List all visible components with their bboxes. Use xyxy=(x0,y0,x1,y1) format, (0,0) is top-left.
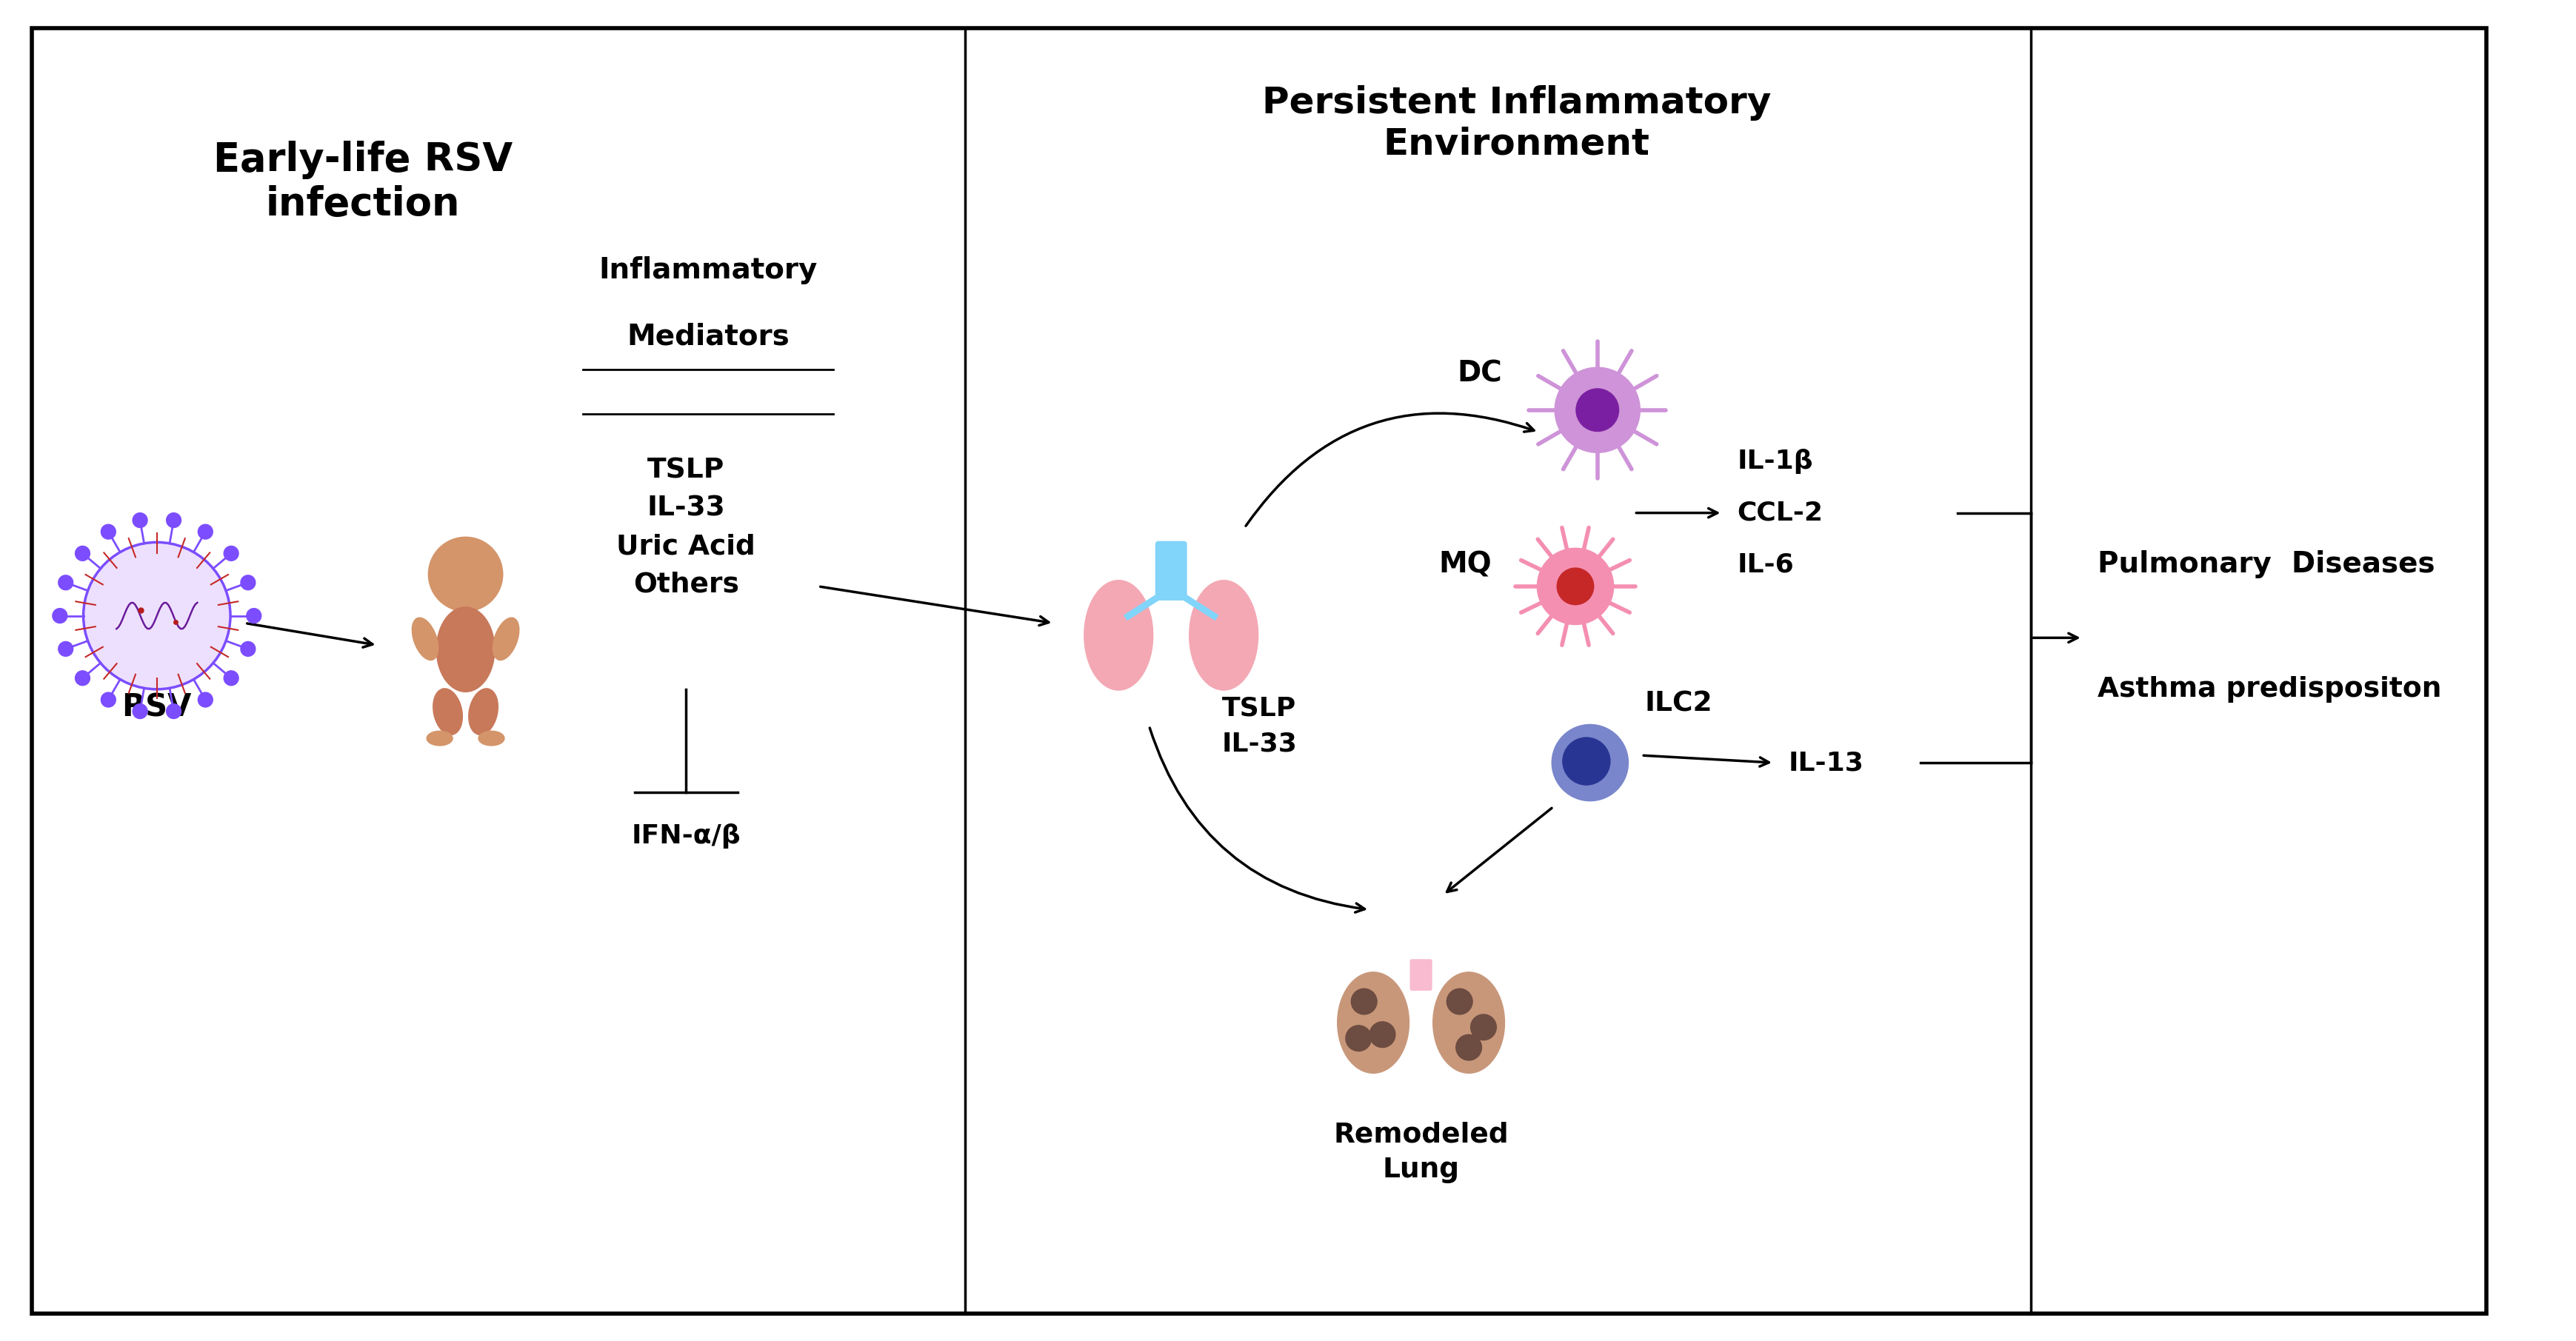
Circle shape xyxy=(75,670,90,685)
Circle shape xyxy=(1370,1022,1396,1047)
Text: TSLP
IL-33
Uric Acid
Others: TSLP IL-33 Uric Acid Others xyxy=(616,457,755,598)
Circle shape xyxy=(59,641,72,656)
Text: Early-life RSV
infection: Early-life RSV infection xyxy=(214,141,513,224)
Circle shape xyxy=(198,524,214,539)
Text: TSLP
IL-33: TSLP IL-33 xyxy=(1221,696,1298,756)
Text: Inflammatory: Inflammatory xyxy=(598,256,817,284)
Ellipse shape xyxy=(433,688,464,735)
Circle shape xyxy=(198,692,214,707)
Circle shape xyxy=(1471,1014,1497,1041)
Ellipse shape xyxy=(428,731,453,746)
Circle shape xyxy=(428,536,502,611)
Circle shape xyxy=(1352,988,1378,1014)
Circle shape xyxy=(1556,569,1595,605)
Ellipse shape xyxy=(492,618,518,660)
Text: MQ: MQ xyxy=(1437,550,1492,578)
Ellipse shape xyxy=(1337,972,1409,1073)
Circle shape xyxy=(75,546,90,561)
Circle shape xyxy=(1556,367,1641,453)
Circle shape xyxy=(134,512,147,527)
Circle shape xyxy=(1448,988,1473,1014)
Circle shape xyxy=(167,704,180,719)
Circle shape xyxy=(240,575,255,590)
Text: DC: DC xyxy=(1458,359,1502,388)
Circle shape xyxy=(167,512,180,527)
Ellipse shape xyxy=(1084,581,1154,691)
Circle shape xyxy=(134,704,147,719)
Circle shape xyxy=(82,542,229,689)
Text: Asthma predispositon: Asthma predispositon xyxy=(2097,676,2442,703)
Ellipse shape xyxy=(435,607,495,692)
Circle shape xyxy=(1551,724,1628,801)
Ellipse shape xyxy=(479,731,505,746)
FancyBboxPatch shape xyxy=(1412,960,1432,990)
Text: Persistent Inflammatory
Environment: Persistent Inflammatory Environment xyxy=(1262,84,1772,162)
Ellipse shape xyxy=(412,618,438,660)
Circle shape xyxy=(240,641,255,656)
FancyBboxPatch shape xyxy=(1157,542,1188,599)
Text: IL-1β: IL-1β xyxy=(1736,449,1814,473)
Ellipse shape xyxy=(1432,972,1504,1073)
Text: CCL-2: CCL-2 xyxy=(1736,500,1824,526)
Circle shape xyxy=(224,546,240,561)
Circle shape xyxy=(1345,1026,1370,1051)
Text: ILC2: ILC2 xyxy=(1643,691,1713,717)
Text: IL-6: IL-6 xyxy=(1736,551,1793,577)
Text: Mediators: Mediators xyxy=(626,322,788,350)
Circle shape xyxy=(1538,548,1613,625)
Circle shape xyxy=(224,670,240,685)
Text: IFN-α/β: IFN-α/β xyxy=(631,823,742,849)
Text: IL-13: IL-13 xyxy=(1788,750,1865,775)
Circle shape xyxy=(59,575,72,590)
Text: Pulmonary  Diseases: Pulmonary Diseases xyxy=(2097,550,2434,578)
Circle shape xyxy=(100,524,116,539)
Circle shape xyxy=(1564,738,1610,784)
Circle shape xyxy=(1455,1035,1481,1061)
Circle shape xyxy=(52,609,67,624)
Text: RSV: RSV xyxy=(121,692,191,723)
Circle shape xyxy=(100,692,116,707)
Circle shape xyxy=(247,609,260,624)
Text: Remodeled
Lung: Remodeled Lung xyxy=(1334,1121,1510,1183)
Ellipse shape xyxy=(469,688,497,735)
Circle shape xyxy=(1577,389,1618,432)
Ellipse shape xyxy=(1190,581,1257,691)
